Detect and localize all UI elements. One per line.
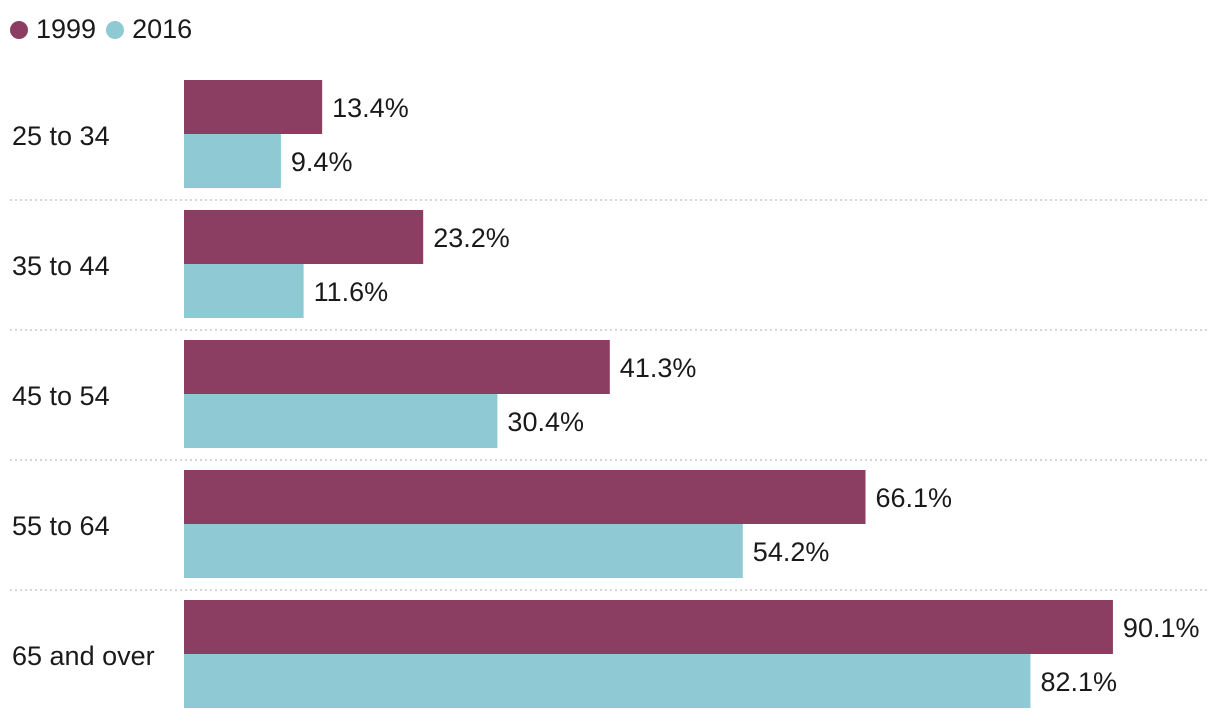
- bar-1999-45-to-54: [184, 340, 610, 394]
- data-label-2016-25-to-34: 9.4%: [291, 147, 353, 177]
- bar-2016-35-to-44: [184, 264, 304, 318]
- category-label-55-to-64: 55 to 64: [12, 511, 110, 541]
- data-label-1999-35-to-44: 23.2%: [433, 223, 510, 253]
- legend-item-2016: 2016: [106, 14, 192, 45]
- legend-label-2016: 2016: [132, 14, 193, 44]
- data-label-2016-55-to-64: 54.2%: [753, 537, 830, 567]
- legend-swatch-1999: [10, 20, 28, 39]
- bar-1999-55-to-64: [184, 470, 866, 524]
- category-label-25-to-34: 25 to 34: [12, 121, 110, 151]
- data-label-1999-65-and-over: 90.1%: [1123, 613, 1200, 643]
- data-label-2016-45-to-54: 30.4%: [507, 407, 584, 437]
- category-label-35-to-44: 35 to 44: [12, 251, 110, 281]
- bar-1999-25-to-34: [184, 80, 323, 134]
- category-label-65-and-over: 65 and over: [12, 641, 155, 671]
- data-label-1999-45-to-54: 41.3%: [620, 353, 697, 383]
- data-label-1999-55-to-64: 66.1%: [875, 483, 952, 513]
- bar-2016-25-to-34: [184, 134, 281, 188]
- bar-2016-65-and-over: [184, 654, 1031, 708]
- legend-label-1999: 1999: [36, 14, 97, 44]
- data-label-1999-25-to-34: 13.4%: [332, 93, 409, 123]
- data-label-2016-65-and-over: 82.1%: [1040, 667, 1117, 697]
- legend: 1999 2016: [10, 14, 202, 45]
- bar-2016-55-to-64: [184, 524, 743, 578]
- bar-1999-35-to-44: [184, 210, 424, 264]
- legend-swatch-2016: [106, 20, 125, 39]
- bar-2016-45-to-54: [184, 394, 498, 448]
- data-label-2016-35-to-44: 11.6%: [314, 277, 389, 307]
- category-label-45-to-54: 45 to 54: [12, 381, 110, 411]
- legend-item-1999: 1999: [10, 14, 96, 45]
- bar-1999-65-and-over: [184, 600, 1113, 654]
